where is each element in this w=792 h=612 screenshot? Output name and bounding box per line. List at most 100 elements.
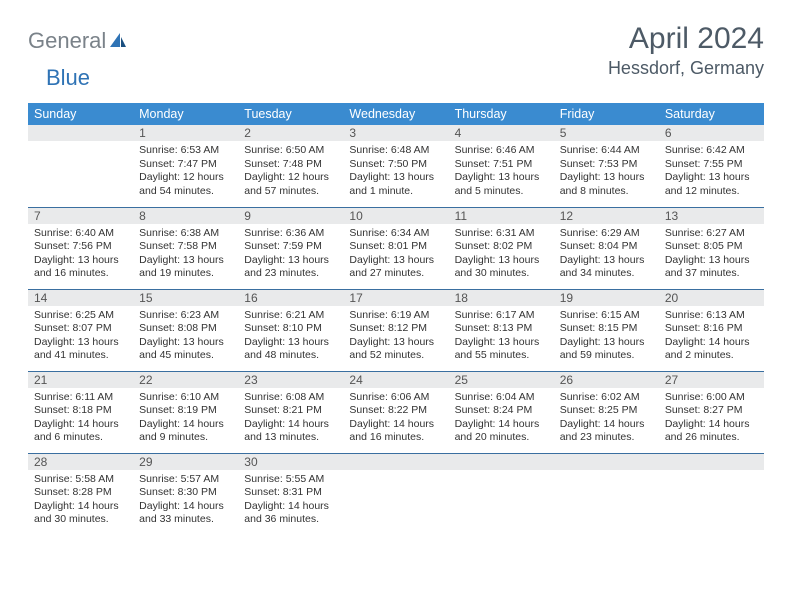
day-info: Sunrise: 5:58 AMSunset: 8:28 PMDaylight:… — [34, 473, 127, 528]
daylight-line: Daylight: 14 hours and 16 minutes. — [349, 418, 442, 445]
day-number: 7 — [28, 208, 133, 224]
calendar-week: 21Sunrise: 6:11 AMSunset: 8:18 PMDayligh… — [28, 371, 764, 453]
sunrise-line: Sunrise: 6:06 AM — [349, 391, 442, 405]
day-number: 23 — [238, 372, 343, 388]
calendar-cell: 27Sunrise: 6:00 AMSunset: 8:27 PMDayligh… — [659, 371, 764, 453]
daylight-line: Daylight: 13 hours and 52 minutes. — [349, 336, 442, 363]
calendar-week: 14 Sunrise: 6:25 AMSunset: 8:07 PMDayligh… — [28, 289, 764, 371]
calendar-body: 1Sunrise: 6:53 AMSunset: 7:47 PMDaylight… — [28, 125, 764, 535]
calendar-cell: 13Sunrise: 6:27 AMSunset: 8:05 PMDayligh… — [659, 207, 764, 289]
sunrise-line: Sunrise: 6:25 AM — [34, 309, 127, 323]
day-info: Sunrise: 6:02 AMSunset: 8:25 PMDaylight:… — [560, 391, 653, 446]
calendar-cell: 30Sunrise: 5:55 AMSunset: 8:31 PMDayligh… — [238, 453, 343, 535]
day-number: 13 — [659, 208, 764, 224]
weekday-header: Wednesday — [343, 103, 448, 125]
calendar-week: 7Sunrise: 6:40 AMSunset: 7:56 PMDaylight… — [28, 207, 764, 289]
day-info: Sunrise: 6:29 AMSunset: 8:04 PMDaylight:… — [560, 227, 653, 282]
calendar-cell: 5Sunrise: 6:44 AMSunset: 7:53 PMDaylight… — [554, 125, 659, 207]
day-number: 21 — [28, 372, 133, 388]
sunrise-line: Sunrise: 6:31 AM — [455, 227, 548, 241]
day-number: 20 — [659, 290, 764, 306]
daylight-line: Daylight: 14 hours and 9 minutes. — [139, 418, 232, 445]
daylight-line: Daylight: 13 hours and 16 minutes. — [34, 254, 127, 281]
sunset-line: Sunset: 8:22 PM — [349, 404, 442, 418]
day-info: Sunrise: 6:10 AMSunset: 8:19 PMDaylight:… — [139, 391, 232, 446]
sunset-line: Sunset: 8:19 PM — [139, 404, 232, 418]
sunset-line: Sunset: 8:24 PM — [455, 404, 548, 418]
calendar-cell — [28, 125, 133, 207]
sunrise-line: Sunrise: 6:04 AM — [455, 391, 548, 405]
sunset-line: Sunset: 7:47 PM — [139, 158, 232, 172]
day-number — [343, 454, 448, 470]
sunrise-line: Sunrise: 6:53 AM — [139, 144, 232, 158]
day-info: Sunrise: 6:42 AMSunset: 7:55 PMDaylight:… — [665, 144, 758, 199]
sunrise-line: Sunrise: 6:46 AM — [455, 144, 548, 158]
sunrise-line: Sunrise: 6:23 AM — [139, 309, 232, 323]
calendar-cell: 19 Sunrise: 6:15 AMSunset: 8:15 PMDayligh… — [554, 289, 659, 371]
day-info: Sunrise: 6:00 AMSunset: 8:27 PMDaylight:… — [665, 391, 758, 446]
sunset-line: Sunset: 7:51 PM — [455, 158, 548, 172]
day-number: 14 — [28, 290, 133, 306]
calendar-cell — [449, 453, 554, 535]
day-info: Sunrise: 6:25 AMSunset: 8:07 PMDaylight:… — [34, 309, 127, 364]
daylight-line: Daylight: 14 hours and 13 minutes. — [244, 418, 337, 445]
day-info: Sunrise: 6:08 AMSunset: 8:21 PMDaylight:… — [244, 391, 337, 446]
sunset-line: Sunset: 8:31 PM — [244, 486, 337, 500]
daylight-line: Daylight: 14 hours and 2 minutes. — [665, 336, 758, 363]
day-info: Sunrise: 6:13 AMSunset: 8:16 PMDaylight:… — [665, 309, 758, 364]
day-number: 16 — [238, 290, 343, 306]
calendar-cell — [659, 453, 764, 535]
day-info: Sunrise: 6:46 AMSunset: 7:51 PMDaylight:… — [455, 144, 548, 199]
weekday-header: Thursday — [449, 103, 554, 125]
day-info: Sunrise: 5:55 AMSunset: 8:31 PMDaylight:… — [244, 473, 337, 528]
daylight-line: Daylight: 13 hours and 19 minutes. — [139, 254, 232, 281]
daylight-line: Daylight: 13 hours and 27 minutes. — [349, 254, 442, 281]
daylight-line: Daylight: 13 hours and 41 minutes. — [34, 336, 127, 363]
daylight-line: Daylight: 13 hours and 34 minutes. — [560, 254, 653, 281]
daylight-line: Daylight: 14 hours and 33 minutes. — [139, 500, 232, 527]
daylight-line: Daylight: 12 hours and 57 minutes. — [244, 171, 337, 198]
sunrise-line: Sunrise: 6:38 AM — [139, 227, 232, 241]
daylight-line: Daylight: 13 hours and 5 minutes. — [455, 171, 548, 198]
daylight-line: Daylight: 14 hours and 6 minutes. — [34, 418, 127, 445]
sunset-line: Sunset: 8:27 PM — [665, 404, 758, 418]
sunset-line: Sunset: 8:28 PM — [34, 486, 127, 500]
day-number: 5 — [554, 125, 659, 141]
calendar-cell: 6 Sunrise: 6:42 AMSunset: 7:55 PMDaylight… — [659, 125, 764, 207]
calendar-table: SundayMondayTuesdayWednesdayThursdayFrid… — [28, 103, 764, 535]
sunrise-line: Sunrise: 6:00 AM — [665, 391, 758, 405]
day-number — [449, 454, 554, 470]
daylight-line: Daylight: 13 hours and 23 minutes. — [244, 254, 337, 281]
calendar-cell: 8Sunrise: 6:38 AMSunset: 7:58 PMDaylight… — [133, 207, 238, 289]
calendar-cell: 22Sunrise: 6:10 AMSunset: 8:19 PMDayligh… — [133, 371, 238, 453]
month-year: April 2024 — [608, 22, 764, 56]
calendar-cell: 26Sunrise: 6:02 AMSunset: 8:25 PMDayligh… — [554, 371, 659, 453]
brand-word-1: General — [28, 28, 106, 54]
weekday-header: Friday — [554, 103, 659, 125]
sunrise-line: Sunrise: 6:15 AM — [560, 309, 653, 323]
day-info: Sunrise: 6:15 AMSunset: 8:15 PMDaylight:… — [560, 309, 653, 364]
daylight-line: Daylight: 13 hours and 45 minutes. — [139, 336, 232, 363]
calendar-cell: 3Sunrise: 6:48 AMSunset: 7:50 PMDaylight… — [343, 125, 448, 207]
sunset-line: Sunset: 8:25 PM — [560, 404, 653, 418]
day-number: 8 — [133, 208, 238, 224]
calendar-cell: 25Sunrise: 6:04 AMSunset: 8:24 PMDayligh… — [449, 371, 554, 453]
day-number: 19 — [554, 290, 659, 306]
sunrise-line: Sunrise: 5:55 AM — [244, 473, 337, 487]
calendar-week: 1Sunrise: 6:53 AMSunset: 7:47 PMDaylight… — [28, 125, 764, 207]
sunrise-line: Sunrise: 6:29 AM — [560, 227, 653, 241]
day-info: Sunrise: 6:34 AMSunset: 8:01 PMDaylight:… — [349, 227, 442, 282]
calendar-cell: 9Sunrise: 6:36 AMSunset: 7:59 PMDaylight… — [238, 207, 343, 289]
sunrise-line: Sunrise: 6:10 AM — [139, 391, 232, 405]
sunset-line: Sunset: 8:16 PM — [665, 322, 758, 336]
day-info: Sunrise: 6:50 AMSunset: 7:48 PMDaylight:… — [244, 144, 337, 199]
calendar-cell: 14 Sunrise: 6:25 AMSunset: 8:07 PMDayligh… — [28, 289, 133, 371]
day-number: 6 — [659, 125, 764, 141]
calendar-cell — [554, 453, 659, 535]
sunset-line: Sunset: 8:01 PM — [349, 240, 442, 254]
day-number: 10 — [343, 208, 448, 224]
sunset-line: Sunset: 7:53 PM — [560, 158, 653, 172]
day-number: 1 — [133, 125, 238, 141]
daylight-line: Daylight: 12 hours and 54 minutes. — [139, 171, 232, 198]
calendar-cell: 1 Sunrise: 6:53 AMSunset: 7:47 PMDaylight… — [133, 125, 238, 207]
